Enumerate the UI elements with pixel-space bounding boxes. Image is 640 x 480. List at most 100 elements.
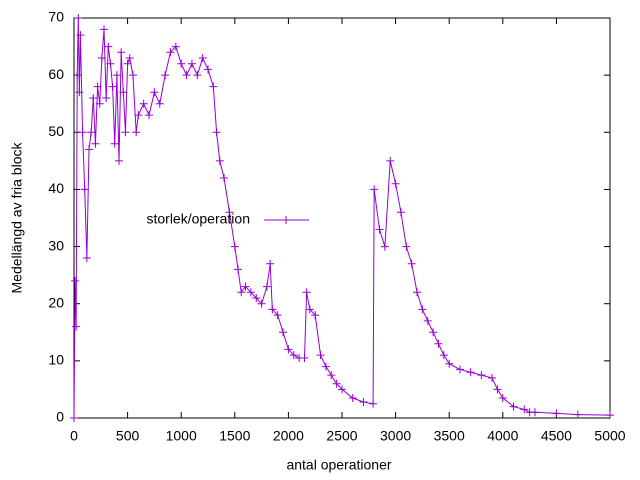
data-point <box>155 99 164 108</box>
data-point <box>520 405 529 414</box>
x-axis-label: antal operationer <box>286 457 391 473</box>
data-point <box>93 82 102 91</box>
y-tick-label: 40 <box>48 180 64 196</box>
data-point <box>396 208 405 217</box>
x-tick-label: 2500 <box>326 428 357 444</box>
data-point <box>402 242 411 251</box>
data-point <box>187 59 196 68</box>
data-point <box>391 179 400 188</box>
data-point <box>104 42 113 51</box>
data-point <box>72 322 81 331</box>
x-tick-label: 1500 <box>219 428 250 444</box>
x-tick-label: 4000 <box>487 428 518 444</box>
data-point <box>125 54 134 62</box>
y-tick-label: 50 <box>48 123 64 139</box>
data-point <box>439 351 448 360</box>
data-point <box>198 54 207 62</box>
data-point <box>327 371 336 380</box>
data-point <box>434 339 443 348</box>
data-point <box>85 145 94 154</box>
data-point <box>177 59 186 68</box>
data-point <box>488 374 497 382</box>
data-point <box>74 14 83 22</box>
data-point <box>75 88 84 97</box>
data-point <box>115 156 124 165</box>
data-point <box>302 288 311 297</box>
data-point <box>119 88 128 97</box>
data-point <box>80 185 89 194</box>
y-tick-label: 60 <box>48 66 64 82</box>
data-point <box>311 311 320 320</box>
data-point <box>82 254 91 262</box>
x-tick-label: 1000 <box>166 428 197 444</box>
data-point <box>370 185 379 194</box>
data-point <box>112 71 121 80</box>
data-point <box>300 354 309 362</box>
data-point <box>530 408 539 417</box>
data-point <box>234 265 243 274</box>
x-tick-label: 3500 <box>434 428 465 444</box>
data-point <box>87 128 96 137</box>
data-point <box>407 259 416 268</box>
x-tick-label: 2000 <box>273 428 304 444</box>
data-point <box>273 311 282 320</box>
data-point <box>91 139 100 148</box>
data-point <box>321 362 330 371</box>
data-point <box>220 174 229 182</box>
data-point <box>509 402 518 411</box>
data-point <box>132 128 141 137</box>
data-point <box>338 385 346 394</box>
legend-marker <box>282 216 290 224</box>
data-point <box>108 82 117 91</box>
data-point <box>182 71 191 80</box>
data-point <box>209 82 218 91</box>
data-point <box>230 242 239 251</box>
data-point <box>257 299 266 308</box>
y-tick-label: 20 <box>48 294 64 310</box>
data-point <box>123 59 132 68</box>
data-point <box>237 288 246 297</box>
data-point <box>466 368 475 377</box>
data-point <box>369 399 378 408</box>
data-point <box>477 371 486 380</box>
data-point <box>73 71 82 80</box>
y-tick-label: 70 <box>48 9 64 25</box>
data-point <box>552 409 561 418</box>
data-point <box>380 242 389 251</box>
x-tick-label: 500 <box>116 428 140 444</box>
x-tick-label: 3000 <box>380 428 411 444</box>
data-point <box>316 351 325 360</box>
data-point <box>266 259 275 268</box>
data-point <box>305 305 314 314</box>
data-point <box>246 288 255 297</box>
data-point <box>268 305 277 314</box>
data-point <box>212 128 221 137</box>
data-point <box>71 276 80 285</box>
data-point <box>78 128 87 137</box>
y-tick-label: 10 <box>48 352 64 368</box>
data-point <box>413 288 422 297</box>
data-point <box>102 94 111 102</box>
data-point <box>606 411 614 420</box>
data-point <box>95 99 104 108</box>
data-point <box>493 385 502 394</box>
data-point <box>100 25 109 34</box>
data-point <box>455 365 464 374</box>
data-point <box>418 305 427 314</box>
data-point <box>128 71 137 80</box>
data-point <box>375 225 384 234</box>
x-tick-label: 4500 <box>541 428 572 444</box>
legend-label: storlek/operation <box>146 211 250 227</box>
data-point <box>386 156 395 165</box>
data-point <box>252 294 261 302</box>
data-line <box>73 17 611 419</box>
data-point <box>204 65 212 74</box>
data-point <box>215 156 224 165</box>
data-point <box>70 414 78 422</box>
data-point <box>332 379 341 388</box>
data-point <box>139 99 148 108</box>
data-point <box>76 31 85 40</box>
data-point <box>241 282 250 291</box>
data-point <box>279 328 288 337</box>
